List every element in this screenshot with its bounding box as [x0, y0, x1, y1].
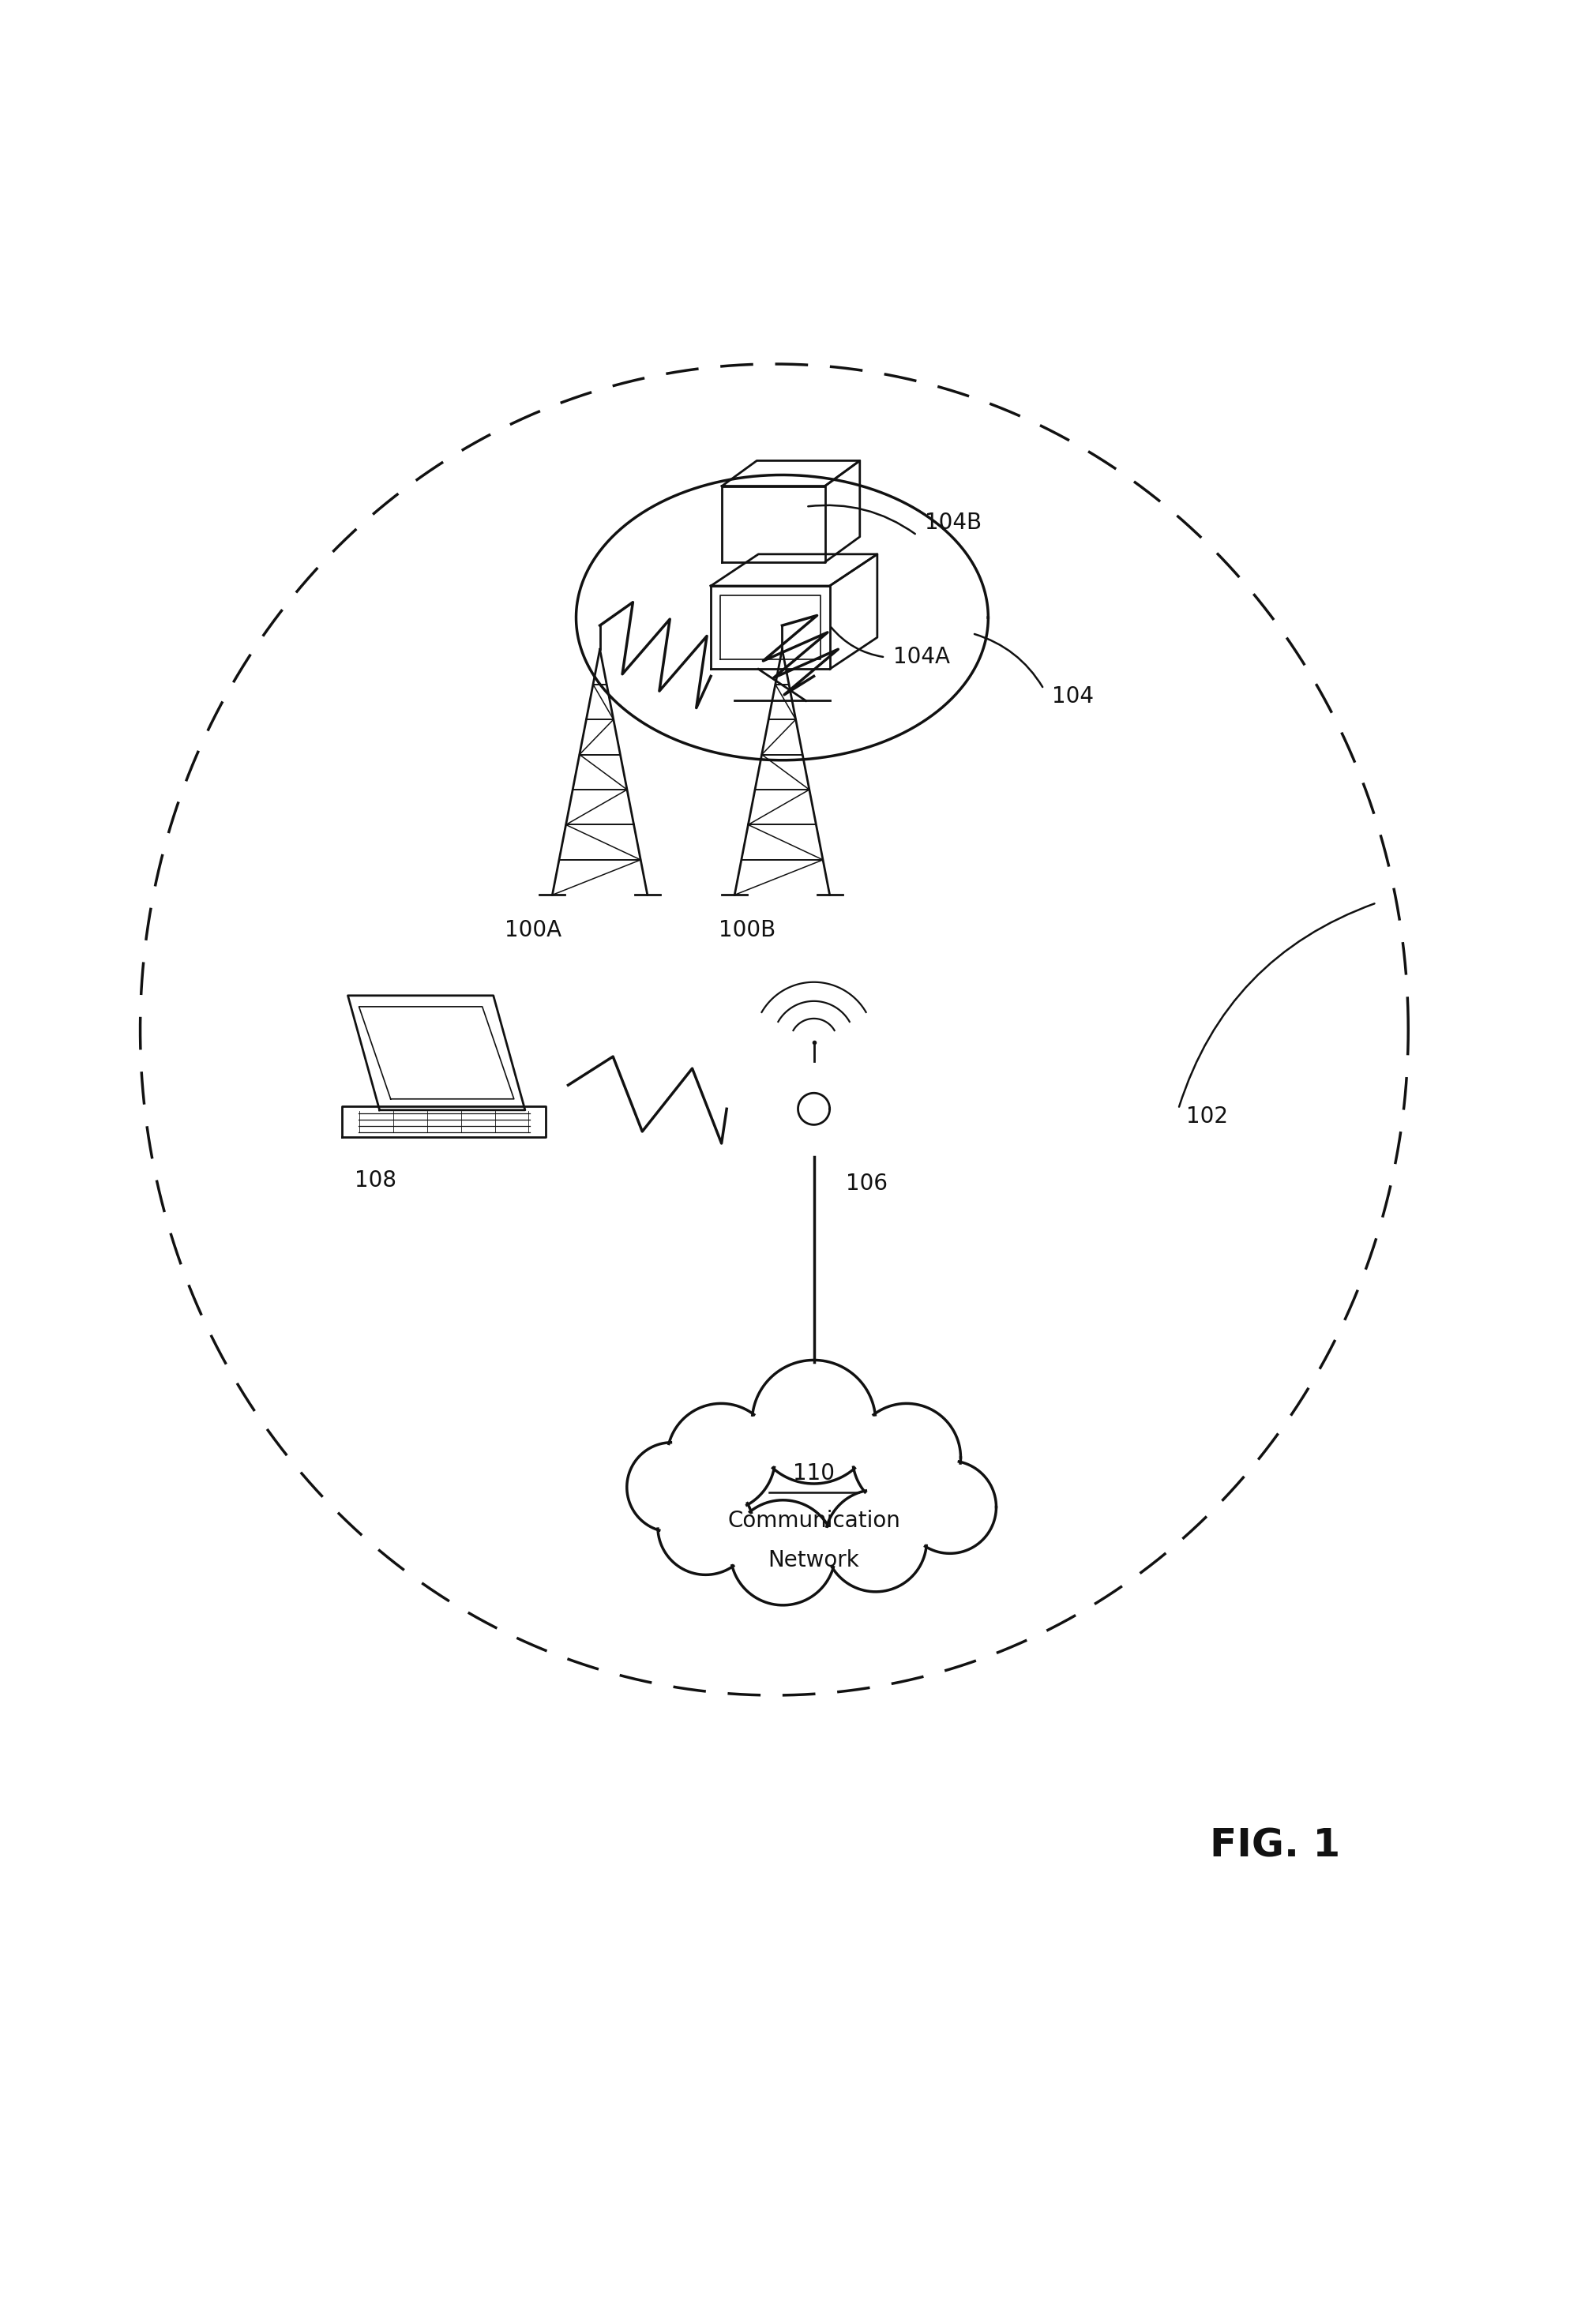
- Text: Communication: Communication: [728, 1509, 900, 1532]
- Text: 104B: 104B: [924, 512, 982, 533]
- Text: FIG. 1: FIG. 1: [1210, 1826, 1341, 1865]
- Text: 100B: 100B: [718, 919, 776, 942]
- Text: 108: 108: [354, 1169, 396, 1192]
- Text: 102: 102: [1186, 1105, 1229, 1128]
- Text: Network: Network: [768, 1550, 860, 1571]
- Text: 106: 106: [846, 1171, 887, 1194]
- Text: 104: 104: [1052, 687, 1093, 707]
- Text: 100A: 100A: [504, 919, 562, 942]
- Text: 110: 110: [793, 1463, 835, 1484]
- Text: 104A: 104A: [894, 645, 950, 668]
